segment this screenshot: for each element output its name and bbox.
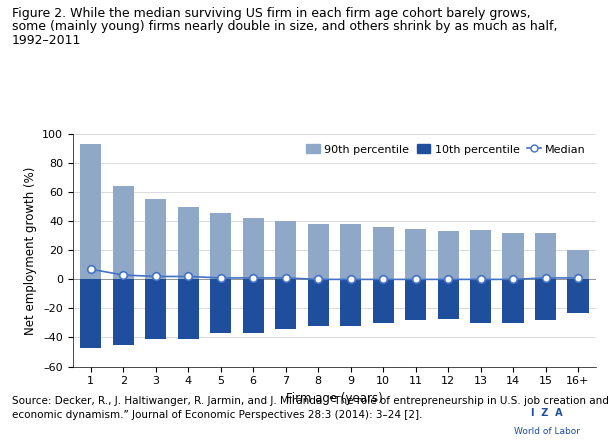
Bar	[535, 279, 556, 320]
Bar	[438, 279, 458, 319]
Text: economic dynamism.” Journal of Economic Perspectives 28:3 (2014): 3–24 [2].: economic dynamism.” Journal of Economic …	[12, 410, 423, 420]
Bar	[438, 232, 458, 279]
Bar	[340, 224, 361, 279]
X-axis label: Firm age (years): Firm age (years)	[286, 392, 383, 405]
Bar	[112, 279, 134, 345]
Bar	[470, 279, 491, 323]
Bar	[210, 279, 231, 333]
Bar	[308, 224, 329, 279]
Bar	[80, 279, 102, 348]
Bar	[275, 221, 296, 279]
Bar	[145, 199, 167, 279]
Y-axis label: Net employment growth (%): Net employment growth (%)	[24, 166, 36, 334]
Bar	[405, 279, 426, 320]
Bar	[308, 279, 329, 326]
Bar	[340, 279, 361, 326]
Bar	[275, 279, 296, 329]
Bar	[502, 233, 523, 279]
Bar	[145, 279, 167, 339]
Bar	[178, 279, 199, 339]
Bar	[373, 279, 393, 323]
Text: Figure 2. While the median surviving US firm in each firm age cohort barely grow: Figure 2. While the median surviving US …	[12, 7, 531, 20]
Bar	[112, 186, 134, 279]
Bar	[567, 250, 589, 279]
Text: World of Labor: World of Labor	[514, 427, 580, 436]
Bar	[243, 219, 264, 279]
Text: 1992–2011: 1992–2011	[12, 34, 81, 46]
Bar	[80, 144, 102, 279]
Bar	[470, 230, 491, 279]
Legend: 90th percentile, 10th percentile, Median: 90th percentile, 10th percentile, Median	[302, 139, 590, 159]
Bar	[535, 233, 556, 279]
Bar	[405, 228, 426, 279]
Text: I  Z  A: I Z A	[531, 408, 563, 418]
Bar	[502, 279, 523, 323]
Bar	[243, 279, 264, 333]
Bar	[178, 207, 199, 279]
Bar	[373, 227, 393, 279]
Text: Source: Decker, R., J. Haltiwanger, R. Jarmin, and J. Miranda. “The role of entr: Source: Decker, R., J. Haltiwanger, R. J…	[12, 396, 608, 405]
Bar	[210, 213, 231, 279]
Bar	[567, 279, 589, 313]
Text: some (mainly young) firms nearly double in size, and others shrink by as much as: some (mainly young) firms nearly double …	[12, 20, 558, 33]
